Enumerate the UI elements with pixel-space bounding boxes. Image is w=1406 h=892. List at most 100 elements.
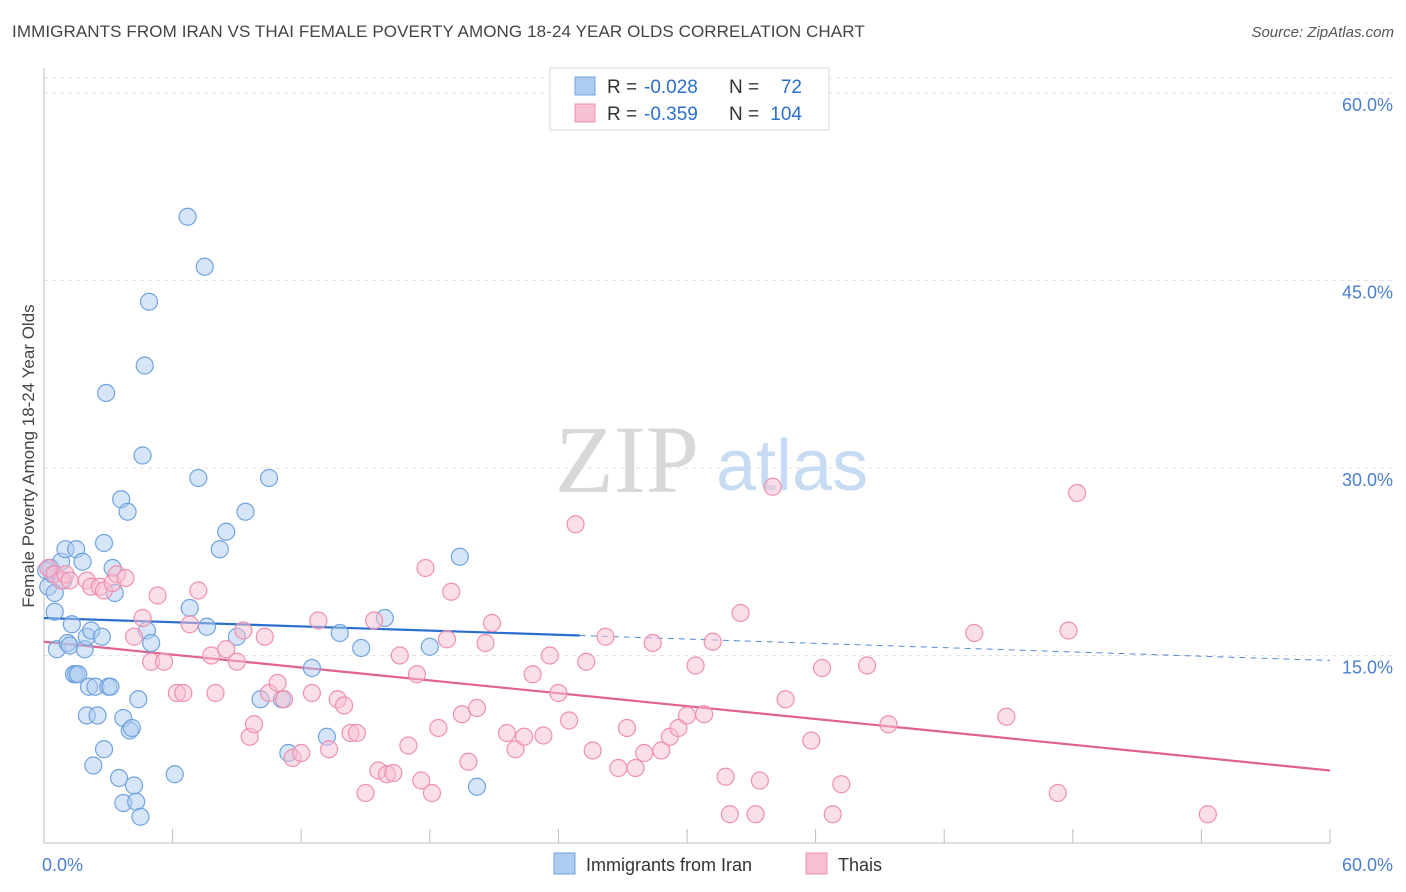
- stats-n-value-thais: 104: [770, 104, 802, 125]
- iran-point: [142, 633, 161, 653]
- iran-point: [450, 547, 469, 566]
- thai-point: [1198, 805, 1217, 824]
- series-legend: Immigrants from Iran Thais: [553, 852, 882, 875]
- legend-swatch-thais: [805, 852, 828, 875]
- iran-point: [217, 522, 236, 541]
- iran-point: [97, 383, 116, 403]
- iran-point: [94, 533, 114, 553]
- data-points: [37, 207, 1217, 826]
- thai-point: [1059, 621, 1078, 640]
- iran-point: [94, 740, 114, 759]
- stats-n-label-iran: N =: [729, 77, 759, 98]
- iran-point: [236, 502, 255, 521]
- iran-point: [84, 756, 103, 775]
- iran-point: [352, 638, 371, 658]
- stats-swatch-iran: [574, 76, 596, 96]
- iran-point: [129, 690, 148, 709]
- thai-point: [180, 615, 199, 634]
- iran-point: [109, 768, 129, 788]
- iran-point: [92, 627, 111, 646]
- iran-point: [131, 807, 150, 826]
- iran-point: [330, 623, 349, 643]
- y-tick-label: 60.0%: [1342, 95, 1393, 115]
- thai-point: [669, 718, 688, 738]
- thai-point: [356, 783, 375, 803]
- stats-r-label-iran: R =: [607, 77, 637, 98]
- thai-point: [965, 623, 984, 643]
- chart-title: IMMIGRANTS FROM IRAN VS THAI FEMALE POVE…: [12, 22, 865, 41]
- thai-point: [577, 652, 596, 671]
- thai-point: [540, 646, 559, 665]
- y-tick-label: 15.0%: [1342, 658, 1393, 678]
- iran-point: [180, 598, 199, 618]
- thai-point: [407, 665, 427, 684]
- thai-point: [437, 630, 457, 649]
- thai-point: [823, 805, 842, 824]
- chart-source: Source: ZipAtlas.com: [1251, 24, 1394, 41]
- thai-point: [244, 715, 264, 734]
- thai-point: [677, 706, 697, 725]
- thai-point: [416, 558, 435, 578]
- stats-legend-box: [549, 67, 830, 131]
- thai-point: [857, 656, 877, 675]
- thai-point: [116, 568, 135, 588]
- watermark-atlas: atlas: [716, 426, 868, 506]
- thai-point: [596, 627, 615, 646]
- thai-point: [506, 740, 525, 759]
- thai-point: [124, 627, 144, 646]
- iran-point: [189, 468, 208, 488]
- thai-point: [776, 690, 795, 709]
- y-tick-label: 45.0%: [1342, 283, 1393, 303]
- thai-point: [174, 683, 193, 703]
- thai-point: [731, 603, 750, 623]
- thai-point: [566, 515, 585, 534]
- thai-point: [412, 771, 431, 790]
- iran-point: [178, 207, 197, 226]
- trend-line: [43, 640, 1331, 772]
- axes: [43, 68, 1331, 844]
- x-tick-label-min: 0.0%: [42, 855, 83, 875]
- watermark-zip: ZIP: [555, 406, 699, 513]
- thai-point: [60, 571, 79, 590]
- thai-point: [476, 633, 495, 653]
- thai-point: [1067, 483, 1087, 503]
- iran-point: [135, 356, 154, 375]
- thai-point: [148, 586, 167, 605]
- thai-point: [643, 633, 662, 653]
- thai-point: [686, 656, 705, 675]
- thai-point: [154, 652, 174, 671]
- iran-point: [127, 792, 146, 811]
- thai-point: [703, 632, 722, 651]
- thai-point: [482, 613, 502, 633]
- iran-point: [302, 658, 322, 678]
- thai-point: [763, 477, 782, 496]
- thai-point: [302, 683, 322, 703]
- thai-point: [234, 621, 253, 640]
- thai-point: [534, 726, 553, 745]
- thai-point: [422, 783, 442, 803]
- legend-label-thais: Thais: [838, 855, 882, 875]
- iran-point: [467, 777, 487, 796]
- stats-r-value-iran: -0.028: [644, 77, 698, 98]
- thai-point: [635, 743, 654, 763]
- thai-point: [583, 741, 602, 760]
- iran-point: [165, 765, 184, 784]
- stats-swatch-thais: [574, 103, 596, 123]
- iran-point: [133, 446, 152, 465]
- x-tick-label-max: 60.0%: [1342, 855, 1393, 875]
- thai-point: [549, 683, 568, 703]
- thai-point: [133, 608, 152, 628]
- stats-r-value-thais: -0.359: [644, 104, 698, 125]
- iran-point: [124, 776, 144, 795]
- thai-point: [626, 758, 645, 778]
- thai-point: [274, 690, 294, 709]
- iran-point: [197, 617, 216, 636]
- iran-point: [60, 636, 79, 655]
- thai-point: [523, 665, 542, 684]
- iran-point: [62, 615, 81, 634]
- thai-point: [217, 640, 236, 659]
- iran-point: [195, 257, 214, 276]
- iran-point: [420, 637, 439, 656]
- thai-point: [309, 611, 328, 630]
